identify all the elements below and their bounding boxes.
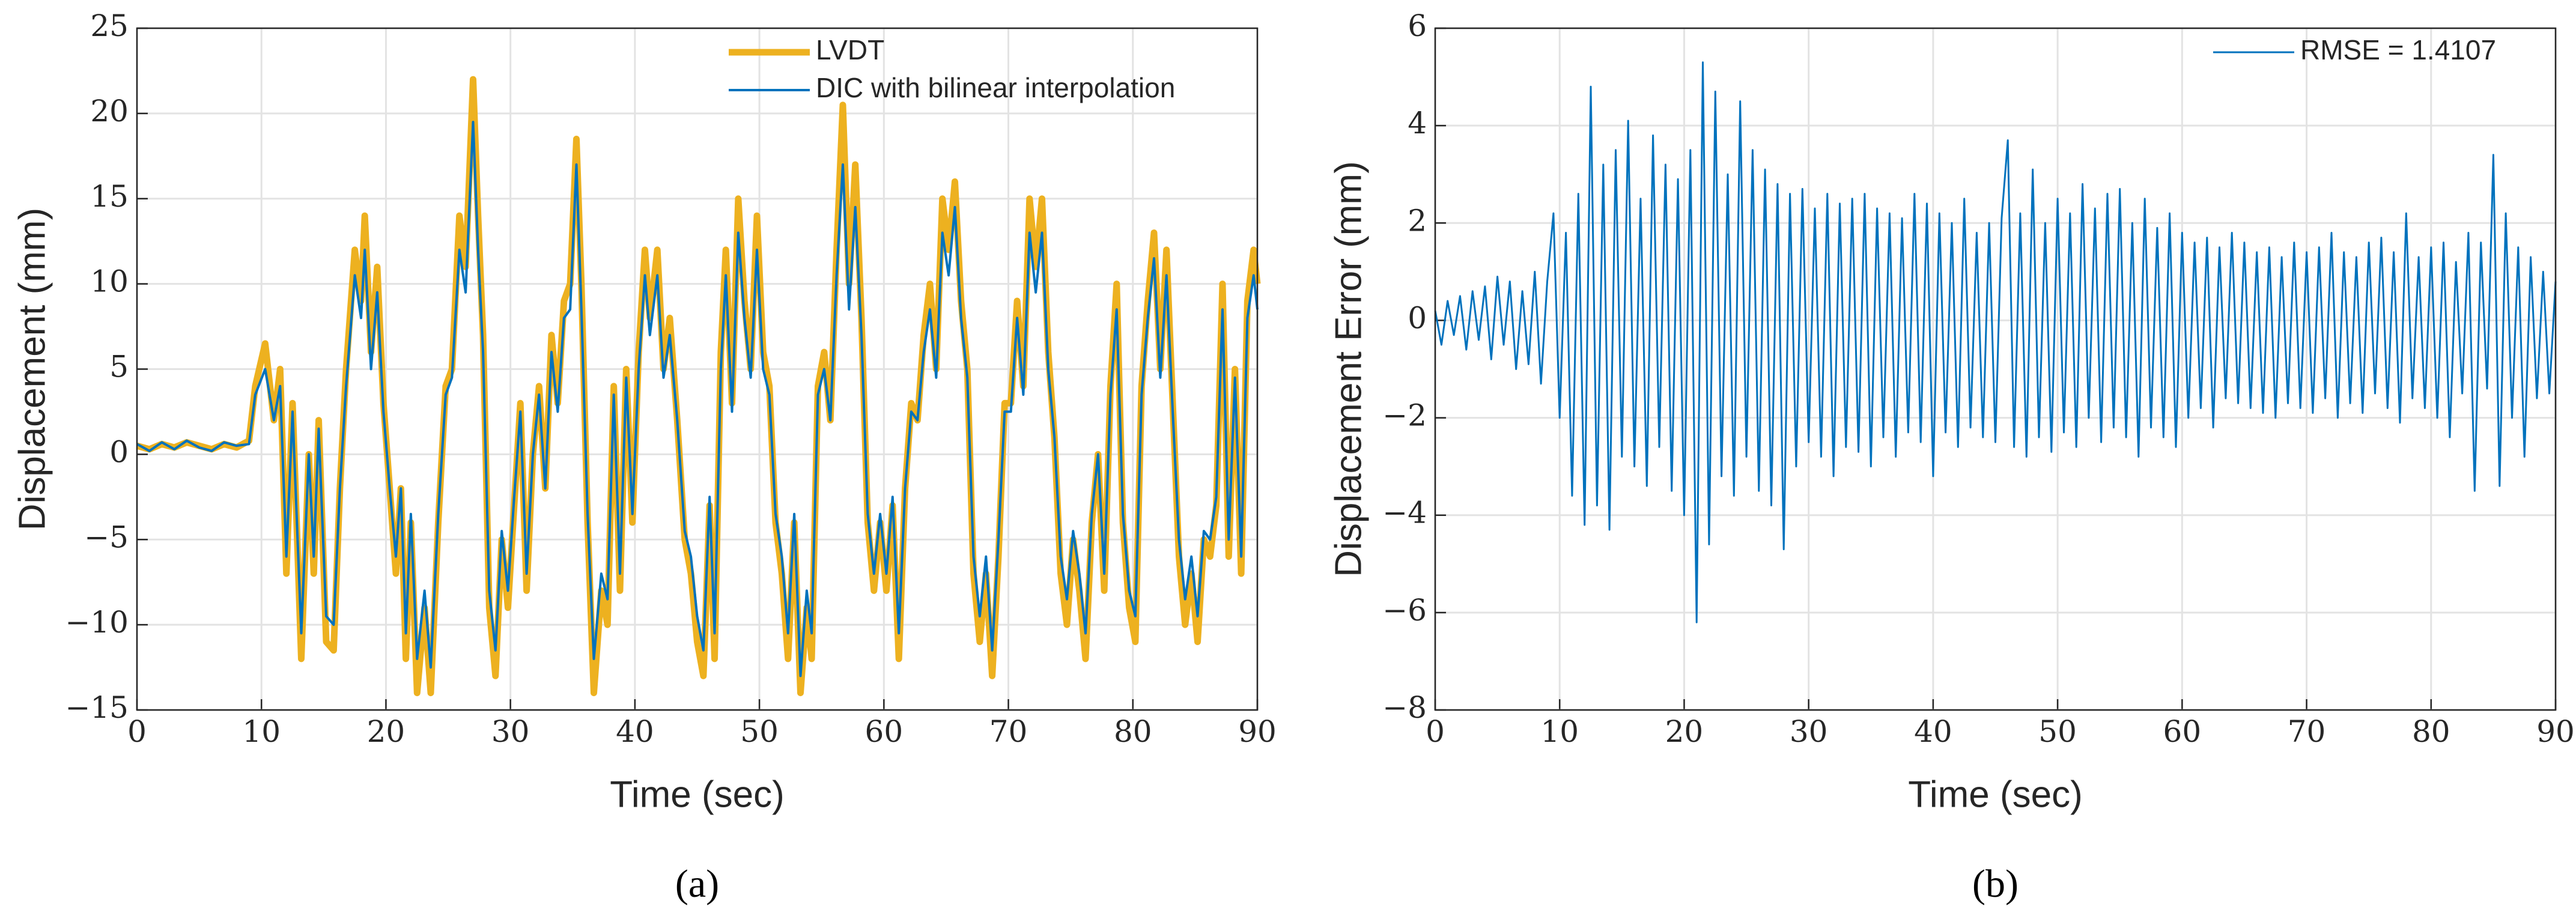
x-tick-label: 60 — [865, 714, 904, 749]
x-tick-label: 0 — [1426, 714, 1445, 749]
y-tick-label: −5 — [84, 520, 129, 554]
x-tick-label: 50 — [740, 714, 779, 749]
y-tick-label: −6 — [1382, 593, 1427, 628]
legend-label: LVDT — [816, 34, 884, 65]
plot-frame — [136, 27, 1259, 711]
x-tick-label: 30 — [1790, 714, 1828, 749]
y-tick-label: 6 — [1408, 8, 1427, 43]
y-tick-label: 5 — [109, 350, 129, 384]
y-tick-label: −4 — [1382, 496, 1427, 530]
y-tick-label: 0 — [109, 434, 129, 469]
x-tick-label: 90 — [1238, 714, 1277, 749]
x-tick-label: 40 — [1914, 714, 1952, 749]
x-tick-label: 90 — [2536, 714, 2575, 749]
y-axis-label: Displacement Error (mm) — [1328, 161, 1369, 577]
x-tick-label: 70 — [989, 714, 1028, 749]
y-tick-label: 10 — [90, 264, 129, 299]
series-line — [136, 121, 1259, 678]
x-axis-label: Time (sec) — [610, 774, 784, 815]
y-tick-label: −8 — [1382, 690, 1427, 725]
y-tick-label: 20 — [90, 94, 129, 129]
x-tick-label: 20 — [367, 714, 406, 749]
legend: LVDT DIC with bilinear interpolation — [729, 34, 1175, 103]
legend-label: RMSE = 1.4107 — [2300, 34, 2496, 65]
x-tick-label: 80 — [2412, 714, 2450, 749]
x-tick-label: 30 — [491, 714, 530, 749]
caption: (a) — [675, 862, 719, 906]
x-tick-label: 10 — [1540, 714, 1579, 749]
x-tick-label: 60 — [2163, 714, 2202, 749]
x-tick-label: 10 — [242, 714, 281, 749]
x-axis-label: Time (sec) — [1908, 774, 2082, 815]
x-tick-label: 70 — [2288, 714, 2326, 749]
y-tick-label: 15 — [90, 179, 129, 214]
y-axis-label: Displacement (mm) — [11, 208, 53, 530]
x-tick-label: 80 — [1114, 714, 1152, 749]
y-tick-label: −10 — [65, 605, 129, 640]
legend-label: DIC with bilinear interpolation — [816, 72, 1175, 103]
caption: (b) — [1972, 862, 2019, 906]
plot-frame — [1434, 27, 2557, 711]
plot-area — [1435, 28, 2556, 710]
x-tick-label: 40 — [616, 714, 654, 749]
series-line — [1434, 61, 2557, 623]
panel: 0 10 20 30 40 50 60 70 80 90 −15 −10 −5 0 5 10 15 20 25 LVD… — [11, 8, 1276, 906]
x-tick-label: 20 — [1665, 714, 1704, 749]
y-tick-label: 4 — [1408, 106, 1427, 141]
y-tick-label: 2 — [1408, 203, 1427, 238]
x-tick-label: 0 — [127, 714, 147, 749]
y-tick-label: −15 — [65, 690, 129, 725]
x-tick-label: 50 — [2038, 714, 2077, 749]
y-tick-label: 25 — [90, 8, 129, 43]
y-tick-label: 0 — [1408, 300, 1427, 335]
panel: 0 10 20 30 40 50 60 70 80 90 −8 −6 −4 −2 0 2 4 6 RMSE = 1.… — [1328, 8, 2574, 906]
legend: RMSE = 1.4107 — [2213, 34, 2496, 65]
y-tick-label: −2 — [1382, 398, 1427, 433]
